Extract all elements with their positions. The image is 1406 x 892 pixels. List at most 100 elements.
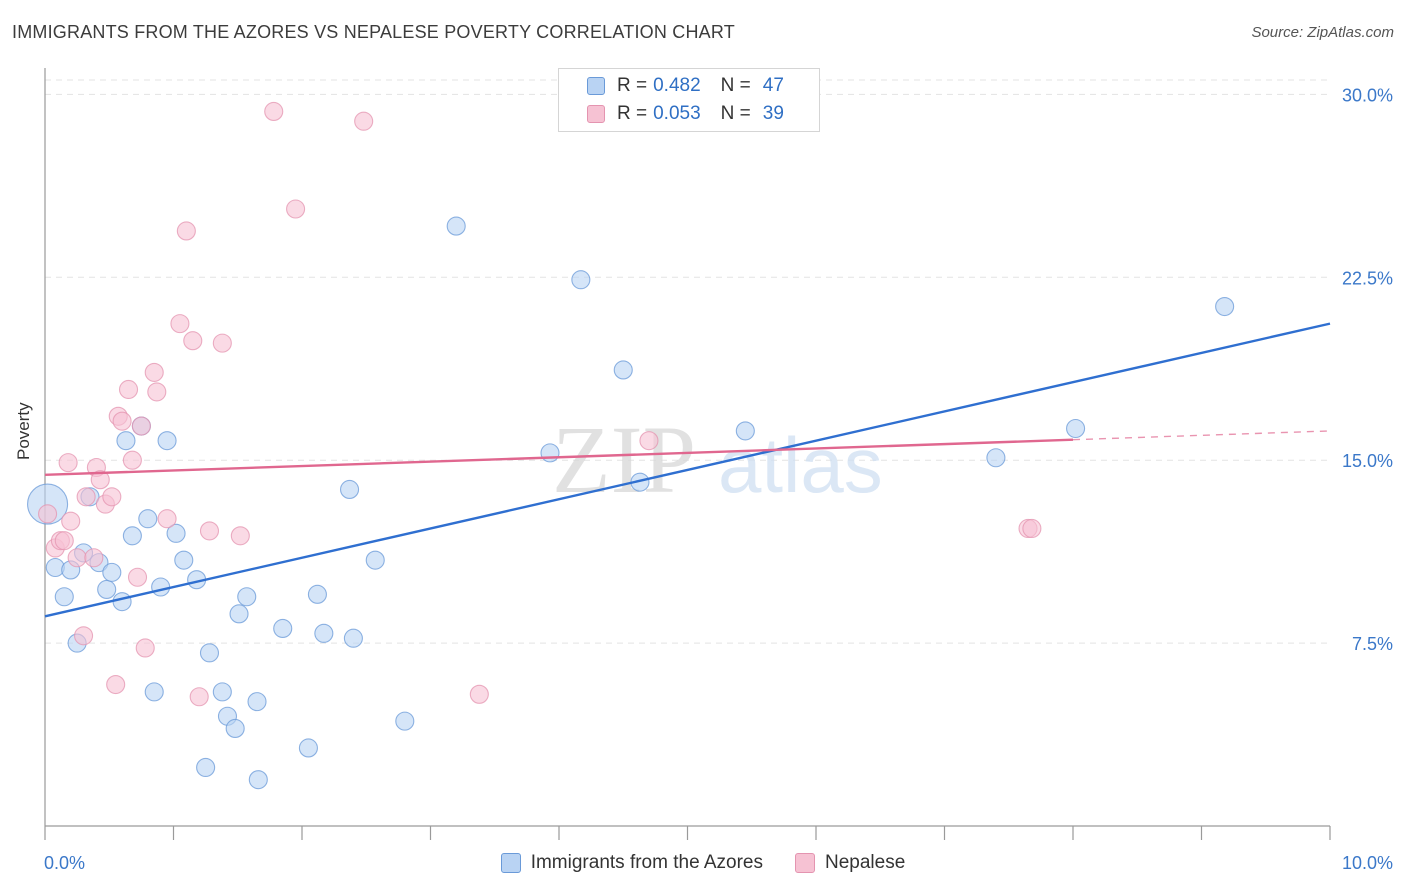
azores-point xyxy=(144,682,164,702)
nepalese-point xyxy=(58,453,78,473)
azores-point xyxy=(196,757,216,778)
azores-point xyxy=(307,584,327,604)
nepalese-point xyxy=(1022,518,1042,539)
legend-swatch-nepalese xyxy=(795,853,815,873)
trend-line-azores xyxy=(44,322,1331,618)
y-axis-label: Poverty xyxy=(14,402,33,460)
legend-n-value-nepalese: 39 xyxy=(762,103,784,124)
azores-point xyxy=(571,270,591,290)
legend-row-nepalese: R = 0.053 N = 39 xyxy=(587,101,784,127)
data-points xyxy=(27,101,1235,790)
grid-lines xyxy=(45,79,1330,644)
azores-point xyxy=(986,448,1006,468)
azores-point xyxy=(735,421,755,441)
azores-point xyxy=(446,216,466,236)
azores-point xyxy=(248,770,268,790)
nepalese-point xyxy=(199,521,220,541)
legend-n-label: N = xyxy=(720,103,751,124)
azores-point xyxy=(27,483,69,525)
nepalese-point xyxy=(176,221,196,241)
nepalese-point xyxy=(106,675,126,695)
azores-point xyxy=(225,718,245,739)
y-tick-label: 7.5% xyxy=(1352,634,1393,654)
legend-swatch-azores xyxy=(587,77,605,95)
azores-point xyxy=(166,523,186,543)
tick-labels: 7.5% 15.0% 22.5% 30.0% 0.0% 10.0% xyxy=(44,85,1393,873)
nepalese-point xyxy=(189,687,209,707)
azores-point xyxy=(343,628,363,648)
series-legend: Immigrants from the Azores Nepalese xyxy=(0,852,1406,874)
azores-point xyxy=(102,562,122,582)
nepalese-point xyxy=(183,331,203,351)
nepalese-point xyxy=(38,504,58,524)
y-tick-label: 30.0% xyxy=(1342,85,1393,105)
nepalese-point xyxy=(144,362,164,382)
legend-n-value-azores: 47 xyxy=(762,75,784,96)
legend-label-azores: Immigrants from the Azores xyxy=(530,852,763,873)
nepalese-point xyxy=(170,314,190,334)
chart-title: IMMIGRANTS FROM THE AZORES VS NEPALESE P… xyxy=(12,22,735,42)
nepalese-point xyxy=(147,382,167,402)
nepalese-point xyxy=(84,548,104,568)
legend-item-azores[interactable]: Immigrants from the Azores xyxy=(500,852,763,874)
azores-point xyxy=(365,550,385,570)
legend-swatch-nepalese xyxy=(587,105,605,123)
legend-swatch-azores xyxy=(500,853,521,873)
nepalese-point xyxy=(354,111,374,131)
nepalese-point xyxy=(286,199,306,219)
nepalese-point xyxy=(74,626,94,646)
nepalese-point xyxy=(135,638,155,658)
nepalese-point xyxy=(76,487,96,507)
legend-row-azores: R = 0.482 N = 47 xyxy=(587,73,784,99)
azores-point xyxy=(157,431,177,451)
azores-point xyxy=(174,550,194,570)
azores-point xyxy=(247,692,267,712)
nepalese-point xyxy=(212,333,232,353)
azores-point xyxy=(138,509,158,529)
y-tick-label: 22.5% xyxy=(1342,268,1393,288)
nepalese-point xyxy=(61,511,81,531)
x-tick-label-max: 10.0% xyxy=(1342,853,1393,873)
azores-point xyxy=(613,360,633,380)
axes xyxy=(44,68,1331,840)
legend-item-nepalese[interactable]: Nepalese xyxy=(795,852,905,874)
x-tick-label-min: 0.0% xyxy=(44,853,85,873)
nepalese-point xyxy=(639,431,659,451)
azores-point xyxy=(395,711,415,731)
stats-legend: R = 0.482 N = 47 R = 0.053 N = 39 xyxy=(558,68,820,132)
nepalese-point xyxy=(127,567,148,587)
azores-point xyxy=(151,577,171,597)
nepalese-point xyxy=(157,509,177,529)
legend-r-value-nepalese: 0.053 xyxy=(653,103,701,124)
nepalese-point xyxy=(67,548,87,568)
azores-point xyxy=(199,643,220,663)
nepalese-point xyxy=(54,531,74,551)
nepalese-point xyxy=(230,526,250,546)
azores-point xyxy=(229,604,249,624)
legend-label-nepalese: Nepalese xyxy=(825,852,906,873)
nepalese-point xyxy=(118,379,139,400)
azores-point xyxy=(54,587,74,607)
nepalese-point xyxy=(131,416,151,436)
azores-point xyxy=(314,623,334,643)
azores-point xyxy=(237,587,257,607)
azores-point xyxy=(97,579,117,599)
nepalese-point xyxy=(102,487,122,507)
trend-lines xyxy=(44,322,1331,618)
nepalese-point xyxy=(112,411,132,431)
azores-point xyxy=(212,682,232,702)
trend-line-nepalese xyxy=(44,438,1074,477)
azores-point xyxy=(540,443,560,463)
azores-point xyxy=(122,526,142,546)
legend-r-label: R = xyxy=(617,75,648,96)
nepalese-point xyxy=(469,684,489,704)
legend-n-label: N = xyxy=(720,75,751,96)
y-tick-label: 15.0% xyxy=(1342,451,1393,471)
azores-point xyxy=(112,592,132,612)
azores-point xyxy=(1215,297,1235,317)
trend-line-nepalese-extension xyxy=(1072,430,1331,441)
nepalese-point xyxy=(90,470,110,490)
azores-point xyxy=(273,618,293,639)
azores-point xyxy=(298,738,318,758)
